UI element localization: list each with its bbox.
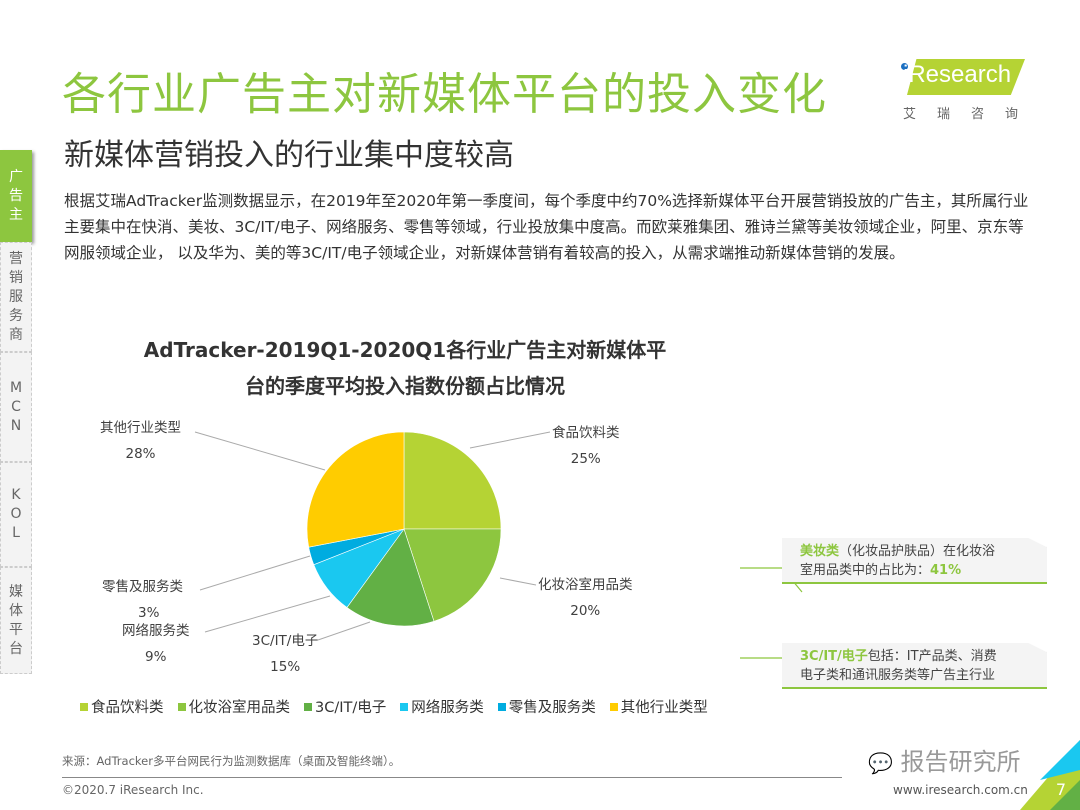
chart-legend: 食品饮料类 化妆浴室用品类 3C/IT/电子 网络服务类 零售及服务类 其他行业类型	[80, 696, 708, 717]
wechat-watermark: 💬 报告研究所	[868, 748, 1021, 776]
legend-item: 食品饮料类	[80, 696, 164, 717]
sidebar-item-media-platform[interactable]: 媒体平台	[0, 567, 32, 674]
page-title: 各行业广告主对新媒体平台的投入变化	[62, 69, 827, 120]
legend-label: 零售及服务类	[508, 700, 596, 716]
source-note: 来源：AdTracker多平台网民行为监测数据库（桌面及智能终端）。	[62, 754, 401, 768]
legend-item: 网络服务类	[400, 696, 484, 717]
legend-swatch	[304, 702, 312, 711]
legend-label: 3C/IT/电子	[315, 700, 387, 716]
pie-slice-0	[403, 431, 502, 530]
page-number: 7	[1055, 780, 1066, 799]
leader-line	[499, 577, 537, 586]
website-url: www.iresearch.com.cn	[893, 783, 1028, 797]
legend-swatch	[177, 702, 186, 711]
sidebar-label: 媒体平台	[9, 583, 23, 657]
legend-item: 3C/IT/电子	[304, 696, 386, 717]
sidebar: 广告主 营销服务商 MCN KOL 媒体平台	[0, 150, 32, 674]
legend-item: 化妆浴室用品类	[177, 696, 291, 717]
note-3c: 3C/IT/电子包括：IT产品类、消费 电子类和通讯服务类等广告主行业	[782, 643, 1047, 689]
corner-decoration	[1020, 740, 1080, 810]
sidebar-label: 广告主	[9, 168, 23, 223]
wechat-icon: 💬	[868, 751, 893, 775]
legend-item: 其他行业类型	[609, 696, 708, 717]
leader-line	[199, 555, 311, 591]
logo-text: iResearch	[903, 61, 1012, 88]
legend-item: 零售及服务类	[497, 696, 596, 717]
footer-divider	[62, 777, 842, 778]
leader-line	[204, 595, 331, 633]
sidebar-item-mcn[interactable]: MCN	[0, 352, 32, 462]
legend-label: 其他行业类型	[620, 700, 708, 716]
legend-label: 化妆浴室用品类	[188, 700, 291, 716]
label-retail: 零售及服务类 3%	[102, 579, 183, 621]
legend-swatch	[80, 702, 88, 711]
legend-swatch	[400, 702, 409, 711]
pie-slice-5	[306, 431, 405, 548]
leader-line	[194, 431, 326, 471]
body-paragraph: 根据艾瑞AdTracker监测数据显示，在2019年至2020年第一季度间，每个…	[64, 192, 1029, 262]
pie-slice-1	[403, 528, 502, 622]
sidebar-item-service-provider[interactable]: 营销服务商	[0, 242, 32, 352]
sidebar-item-kol[interactable]: KOL	[0, 462, 32, 567]
label-food: 食品饮料类 25%	[552, 425, 620, 467]
chart-title-line1: AdTracker-2019Q1-2020Q1各行业广告主对新媒体平	[143, 338, 667, 362]
note-cosmetics: 美妆类（化妆品护肤品）在化妆浴 室用品类中的占比为：41%	[782, 538, 1047, 584]
legend-label: 食品饮料类	[91, 700, 164, 716]
leader-line	[469, 431, 551, 449]
page-subtitle: 新媒体营销投入的行业集中度较高	[64, 138, 514, 173]
sidebar-label: MCN	[10, 379, 23, 434]
label-cosmetics: 化妆浴室用品类 20%	[538, 577, 633, 619]
chart-title-line2: 台的季度平均投入指数份额占比情况	[245, 374, 565, 398]
label-network: 网络服务类 9%	[122, 623, 190, 665]
sidebar-label: KOL	[10, 487, 22, 541]
label-other: 其他行业类型 28%	[100, 420, 181, 462]
logo-cn: 艾瑞咨询	[903, 107, 1040, 122]
sidebar-item-advertiser[interactable]: 广告主	[0, 150, 32, 242]
copyright: ©2020.7 iResearch Inc.	[62, 783, 204, 797]
legend-label: 网络服务类	[411, 700, 484, 716]
sidebar-label: 营销服务商	[9, 250, 23, 343]
legend-swatch	[609, 702, 618, 711]
chart-title: AdTracker-2019Q1-2020Q1各行业广告主对新媒体平 台的季度平…	[110, 332, 700, 404]
iresearch-logo: iResearch 艾瑞咨询	[895, 55, 1030, 125]
label-3c: 3C/IT/电子 15%	[252, 633, 319, 675]
legend-swatch	[497, 702, 506, 711]
leader-line	[317, 621, 371, 641]
pie-slice-2	[346, 528, 435, 627]
